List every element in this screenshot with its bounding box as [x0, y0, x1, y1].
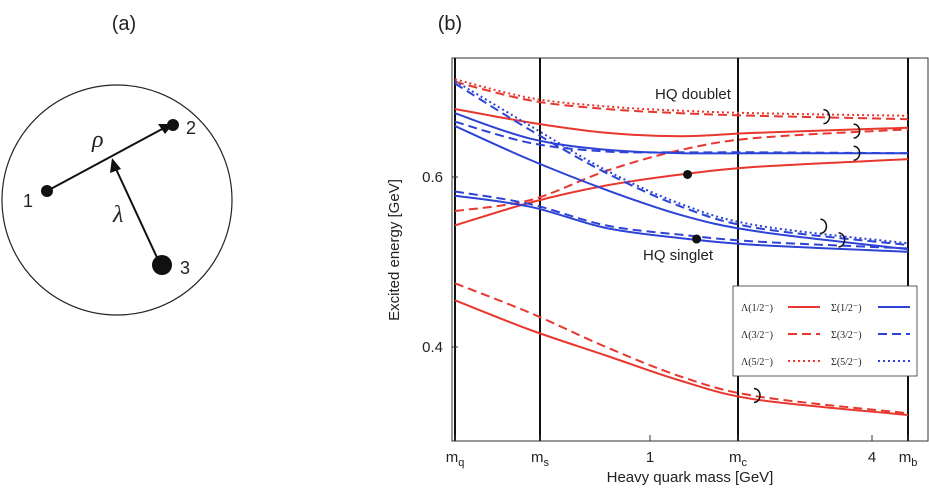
node-2	[167, 119, 179, 131]
x-tick-label-5: mb	[899, 449, 918, 469]
x-tick-label-3: mc	[729, 449, 748, 469]
legend-label-4: Λ(5/2⁻)	[741, 357, 773, 368]
series-line-5	[454, 80, 909, 121]
marker-bracket-3	[853, 123, 861, 139]
node-1	[41, 185, 53, 197]
legend-label-0: Λ(1/2⁻)	[741, 303, 773, 314]
marker-bracket-2	[823, 108, 831, 125]
marker-dot-0	[683, 169, 693, 179]
series-group	[454, 78, 909, 416]
boundary-circle	[1, 84, 233, 316]
node-3-label: 3	[180, 258, 190, 278]
legend-label-1: Σ(1/2⁻)	[831, 303, 862, 314]
marker-bracket-6	[838, 232, 846, 248]
legend-label-2: Λ(3/2⁻)	[741, 330, 773, 341]
marker-bracket-4	[853, 145, 861, 161]
y-tick-label-0: 0.6	[422, 169, 443, 186]
rho-arrow	[46, 127, 165, 192]
series-line-8	[454, 190, 909, 250]
node-3	[152, 255, 172, 275]
x-axis-label: Heavy quark mass [GeV]	[607, 469, 774, 486]
marker-bracket-7	[753, 387, 761, 404]
panel-b-label: (b)	[438, 13, 462, 35]
lambda-arrowhead	[110, 158, 121, 173]
series-line-4	[454, 108, 909, 138]
rho-label: ρ	[91, 127, 104, 153]
plot-frame	[451, 57, 929, 442]
series-line-11	[454, 120, 909, 155]
legend-label-3: Σ(3/2⁻)	[831, 330, 862, 341]
annotation-hq-doublet: HQ doublet	[655, 86, 732, 103]
series-line-12	[454, 82, 909, 246]
node-1-label: 1	[23, 191, 33, 211]
x-ticks: mq ms 1 mc 4 mb	[446, 435, 918, 469]
legend-entries: Λ(1/2⁻) Σ(1/2⁻) Λ(3/2⁻) Σ(3/2⁻) Λ(5/2⁻) Σ(5/2…	[741, 303, 910, 368]
panel-a-label: (a)	[112, 13, 136, 35]
series-line-13	[454, 80, 909, 245]
series-line-9	[454, 125, 909, 251]
series-line-0	[454, 299, 909, 416]
marker-dot-1	[692, 234, 702, 244]
marker-bracket-5	[820, 218, 828, 235]
lambda-label: λ	[112, 202, 123, 228]
y-ticks: 0.6 0.4	[422, 169, 458, 356]
markers-group	[683, 108, 861, 404]
series-line-6	[454, 78, 909, 117]
y-tick-label-1: 0.4	[422, 339, 443, 356]
series-line-7	[454, 194, 909, 253]
panel-a: (a) 1 2 3 ρ λ	[1, 13, 233, 316]
series-line-1	[454, 282, 909, 415]
x-tick-label-0: mq	[446, 449, 465, 469]
x-tick-label-2: 1	[646, 449, 654, 466]
lambda-arrow	[115, 168, 161, 265]
y-axis-label: Excited energy [GeV]	[386, 179, 403, 321]
x-tick-label-1: ms	[531, 449, 550, 469]
annotation-hq-singlet: HQ singlet	[643, 247, 714, 264]
x-tick-label-4: 4	[868, 449, 876, 466]
legend: Λ(1/2⁻) Σ(1/2⁻) Λ(3/2⁻) Σ(3/2⁻) Λ(5/2⁻) Σ(5/2…	[732, 285, 918, 377]
legend-label-5: Σ(5/2⁻)	[831, 357, 862, 368]
legend-box	[732, 285, 918, 377]
series-line-3	[454, 128, 909, 212]
node-2-label: 2	[186, 118, 196, 138]
panel-b: (b) 0.6 0.4 mq ms 1 mc 4 mb HQ doublet HQ sing…	[386, 13, 929, 486]
